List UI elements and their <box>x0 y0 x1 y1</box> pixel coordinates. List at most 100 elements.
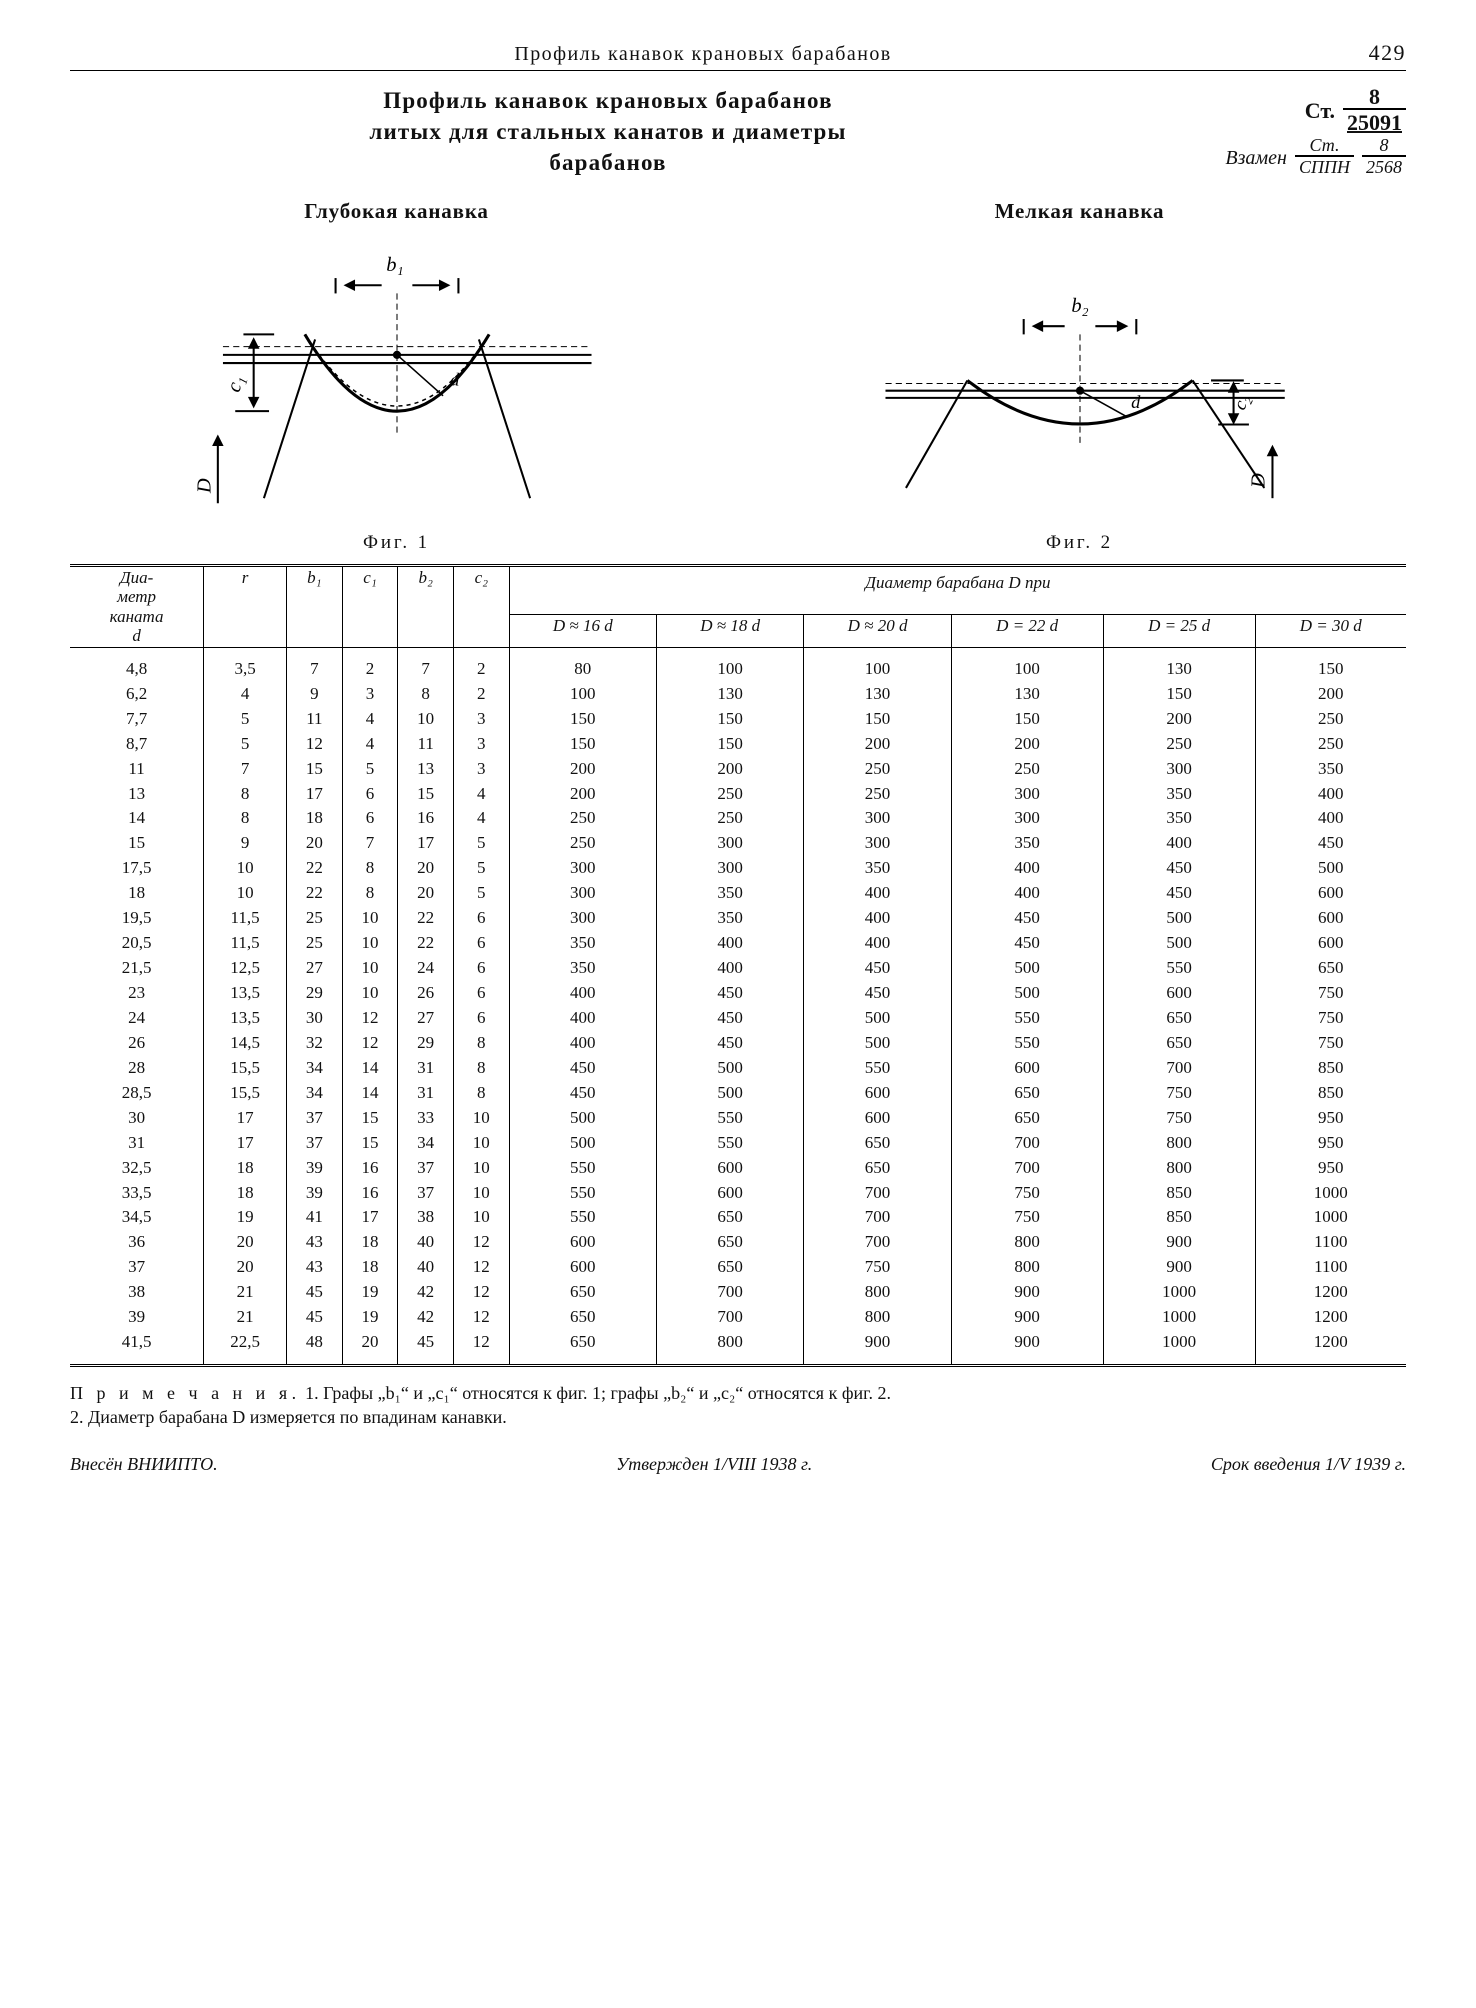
cell-D16: 650 <box>509 1305 656 1330</box>
cell-b1: 37 <box>287 1131 343 1156</box>
cell-D22: 700 <box>951 1131 1103 1156</box>
cell-c2: 3 <box>453 757 509 782</box>
table-row: 4,83,5727280100100100130150 <box>70 647 1406 681</box>
figure-1: Глубокая канавка <box>70 199 723 554</box>
cell-r: 13,5 <box>204 1006 287 1031</box>
table-row: 159207175250300300350400450 <box>70 831 1406 856</box>
table-row: 2413,53012276400450500550650750 <box>70 1006 1406 1031</box>
cell-D25: 1000 <box>1103 1305 1255 1330</box>
cell-D22: 200 <box>951 732 1103 757</box>
cell-b2: 17 <box>398 831 454 856</box>
cell-D18: 500 <box>656 1081 803 1106</box>
cell-b1: 15 <box>287 757 343 782</box>
cell-D30: 750 <box>1255 981 1406 1006</box>
cell-d: 37 <box>70 1255 204 1280</box>
cell-r: 15,5 <box>204 1081 287 1106</box>
cell-b2: 29 <box>398 1031 454 1056</box>
cell-D16: 400 <box>509 1031 656 1056</box>
cell-D16: 350 <box>509 931 656 956</box>
table-row: 38214519421265070080090010001200 <box>70 1280 1406 1305</box>
cell-D25: 200 <box>1103 707 1255 732</box>
cell-r: 11,5 <box>204 906 287 931</box>
cell-r: 7 <box>204 757 287 782</box>
cell-D25: 900 <box>1103 1230 1255 1255</box>
cell-d: 33,5 <box>70 1181 204 1206</box>
cell-c2: 12 <box>453 1280 509 1305</box>
cell-D25: 500 <box>1103 906 1255 931</box>
footer-right: Срок введения 1/V 1939 г. <box>1211 1454 1406 1475</box>
cell-c1: 19 <box>342 1305 398 1330</box>
cell-D20: 650 <box>804 1156 951 1181</box>
col-head-r: r <box>204 565 287 647</box>
cell-D30: 600 <box>1255 931 1406 956</box>
title-line-1: Профиль канавок крановых барабанов <box>383 88 832 113</box>
cell-b2: 42 <box>398 1305 454 1330</box>
page-number: 429 <box>1336 40 1406 66</box>
cell-D20: 800 <box>804 1280 951 1305</box>
table-row: 32,51839163710550600650700800950 <box>70 1156 1406 1181</box>
table-row: 148186164250250300300350400 <box>70 806 1406 831</box>
fig1-d-label: d <box>450 370 460 390</box>
cell-d: 6,2 <box>70 682 204 707</box>
cell-D16: 450 <box>509 1056 656 1081</box>
cell-D18: 550 <box>656 1131 803 1156</box>
cell-D18: 130 <box>656 682 803 707</box>
cell-c2: 12 <box>453 1330 509 1365</box>
cell-b2: 34 <box>398 1131 454 1156</box>
cell-d: 17,5 <box>70 856 204 881</box>
cell-b2: 10 <box>398 707 454 732</box>
table-row: 20,511,52510226350400400450500600 <box>70 931 1406 956</box>
table-row: 3720431840126006507508009001100 <box>70 1255 1406 1280</box>
table-row: 1810228205300350400400450600 <box>70 881 1406 906</box>
cell-r: 13,5 <box>204 981 287 1006</box>
cell-D18: 450 <box>656 1006 803 1031</box>
table-row: 301737153310500550600650750950 <box>70 1106 1406 1131</box>
cell-d: 15 <box>70 831 204 856</box>
cell-D22: 130 <box>951 682 1103 707</box>
col-head-Dspan: Диаметр барабана D при <box>509 565 1406 614</box>
running-title: Профиль канавок крановых барабанов <box>70 43 1336 66</box>
cell-b1: 39 <box>287 1181 343 1206</box>
cell-D16: 200 <box>509 757 656 782</box>
cell-D18: 400 <box>656 956 803 981</box>
cell-r: 18 <box>204 1181 287 1206</box>
footer-mid: Утвержден 1/VIII 1938 г. <box>616 1454 812 1475</box>
cell-D20: 900 <box>804 1330 951 1365</box>
cell-D22: 500 <box>951 956 1103 981</box>
cell-D30: 1200 <box>1255 1280 1406 1305</box>
cell-D16: 200 <box>509 782 656 807</box>
cell-b2: 26 <box>398 981 454 1006</box>
cell-b2: 38 <box>398 1205 454 1230</box>
cell-D16: 250 <box>509 831 656 856</box>
cell-c2: 6 <box>453 1006 509 1031</box>
cell-D25: 500 <box>1103 931 1255 956</box>
cell-r: 17 <box>204 1106 287 1131</box>
cell-D22: 350 <box>951 831 1103 856</box>
cell-r: 11,5 <box>204 931 287 956</box>
cell-D30: 400 <box>1255 782 1406 807</box>
cell-D20: 250 <box>804 782 951 807</box>
cell-b1: 17 <box>287 782 343 807</box>
cell-d: 24 <box>70 1006 204 1031</box>
cell-c2: 4 <box>453 806 509 831</box>
st-numerator: 8 <box>1343 85 1406 110</box>
cell-b2: 40 <box>398 1255 454 1280</box>
cell-c1: 14 <box>342 1056 398 1081</box>
cell-b2: 22 <box>398 906 454 931</box>
cell-b2: 45 <box>398 1330 454 1365</box>
cell-D25: 450 <box>1103 856 1255 881</box>
cell-D22: 400 <box>951 881 1103 906</box>
cell-D16: 500 <box>509 1106 656 1131</box>
cell-D20: 700 <box>804 1205 951 1230</box>
col-head-D18: D ≈ 18 d <box>656 614 803 647</box>
cell-c1: 12 <box>342 1031 398 1056</box>
cell-c1: 17 <box>342 1205 398 1230</box>
cell-D25: 130 <box>1103 647 1255 681</box>
cell-c1: 16 <box>342 1181 398 1206</box>
cell-b2: 24 <box>398 956 454 981</box>
cell-D20: 750 <box>804 1255 951 1280</box>
cell-D25: 150 <box>1103 682 1255 707</box>
table-row: 3620431840126006507008009001100 <box>70 1230 1406 1255</box>
cell-c1: 16 <box>342 1156 398 1181</box>
cell-b2: 20 <box>398 856 454 881</box>
